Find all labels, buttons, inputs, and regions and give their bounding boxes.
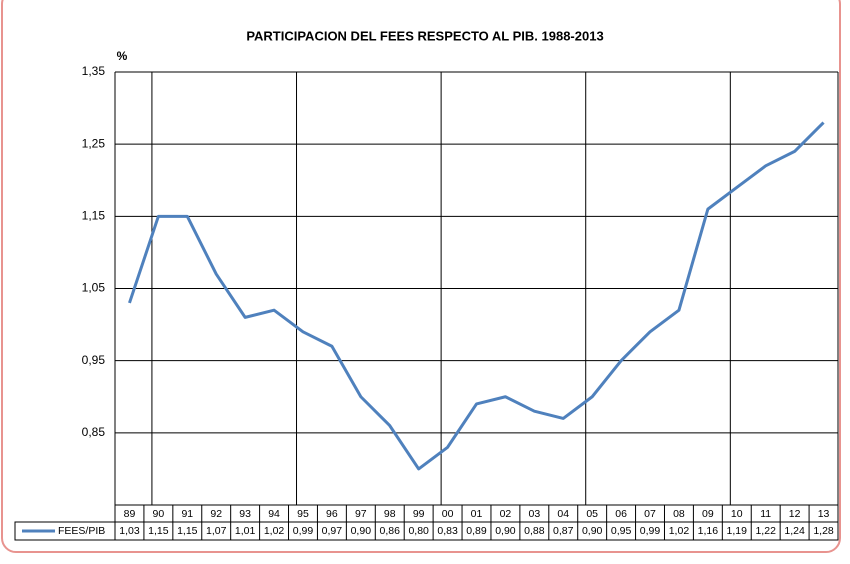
- data-label: 1,07: [206, 525, 227, 537]
- x-tick-label: 99: [413, 508, 425, 520]
- x-tick-label: 92: [210, 508, 222, 520]
- x-tick-label: 07: [644, 508, 656, 520]
- x-tick-label: 11: [760, 508, 771, 520]
- x-tick-label: 97: [355, 508, 367, 520]
- legend-label: FEES/PIB: [58, 525, 105, 537]
- y-axis-label: %: [117, 49, 128, 63]
- x-tick-label: 01: [471, 508, 483, 520]
- y-tick-label: 1,35: [82, 64, 106, 78]
- data-label: 0,83: [437, 525, 458, 537]
- data-label: 0,99: [293, 525, 314, 537]
- y-tick-label: 1,25: [82, 136, 106, 150]
- data-label: 0,90: [582, 525, 603, 537]
- x-tick-label: 12: [789, 508, 801, 520]
- x-tick-label: 98: [384, 508, 396, 520]
- data-label: 1,03: [119, 525, 140, 537]
- data-label: 0,86: [380, 525, 401, 537]
- x-tick-label: 95: [297, 508, 309, 520]
- data-label: 1,01: [235, 525, 256, 537]
- x-tick-label: 04: [557, 508, 569, 520]
- x-tick-label: 10: [731, 508, 743, 520]
- frame: [1, 0, 841, 553]
- data-label: 0,90: [351, 525, 372, 537]
- data-label: 0,90: [495, 525, 516, 537]
- chart-title: PARTICIPACION DEL FEES RESPECTO AL PIB. …: [246, 28, 603, 43]
- data-label: 0,80: [408, 525, 429, 537]
- x-tick-label: 09: [702, 508, 714, 520]
- x-tick-label: 06: [615, 508, 627, 520]
- data-label: 1,15: [148, 525, 169, 537]
- x-tick-label: 03: [528, 508, 540, 520]
- data-label: 0,95: [611, 525, 632, 537]
- x-tick-label: 93: [239, 508, 251, 520]
- x-tick-label: 13: [818, 508, 830, 520]
- data-label: 1,16: [698, 525, 719, 537]
- data-label: 1,19: [727, 525, 748, 537]
- x-tick-label: 08: [673, 508, 685, 520]
- data-label: 0,97: [322, 525, 343, 537]
- y-tick-label: 0,85: [82, 425, 106, 439]
- y-tick-label: 1,05: [82, 281, 106, 295]
- data-label: 1,28: [813, 525, 834, 537]
- x-tick-label: 96: [326, 508, 338, 520]
- x-tick-label: 02: [500, 508, 512, 520]
- data-label: 1,24: [784, 525, 805, 537]
- y-tick-label: 1,15: [82, 209, 106, 223]
- x-tick-label: 91: [181, 508, 193, 520]
- x-tick-label: 90: [153, 508, 165, 520]
- data-label: 1,02: [669, 525, 690, 537]
- x-tick-label: 05: [586, 508, 598, 520]
- data-line: [128, 121, 825, 471]
- data-label: 1,02: [264, 525, 285, 537]
- data-label: 0,87: [553, 525, 574, 537]
- y-tick-label: 0,95: [82, 353, 106, 367]
- x-tick-label: 00: [442, 508, 454, 520]
- data-label: 0,89: [466, 525, 487, 537]
- data-label: 1,15: [177, 525, 198, 537]
- data-label: 1,22: [755, 525, 776, 537]
- x-tick-label: 89: [124, 508, 136, 520]
- x-tick-label: 94: [268, 508, 280, 520]
- data-label: 0,99: [640, 525, 661, 537]
- data-label: 0,88: [524, 525, 545, 537]
